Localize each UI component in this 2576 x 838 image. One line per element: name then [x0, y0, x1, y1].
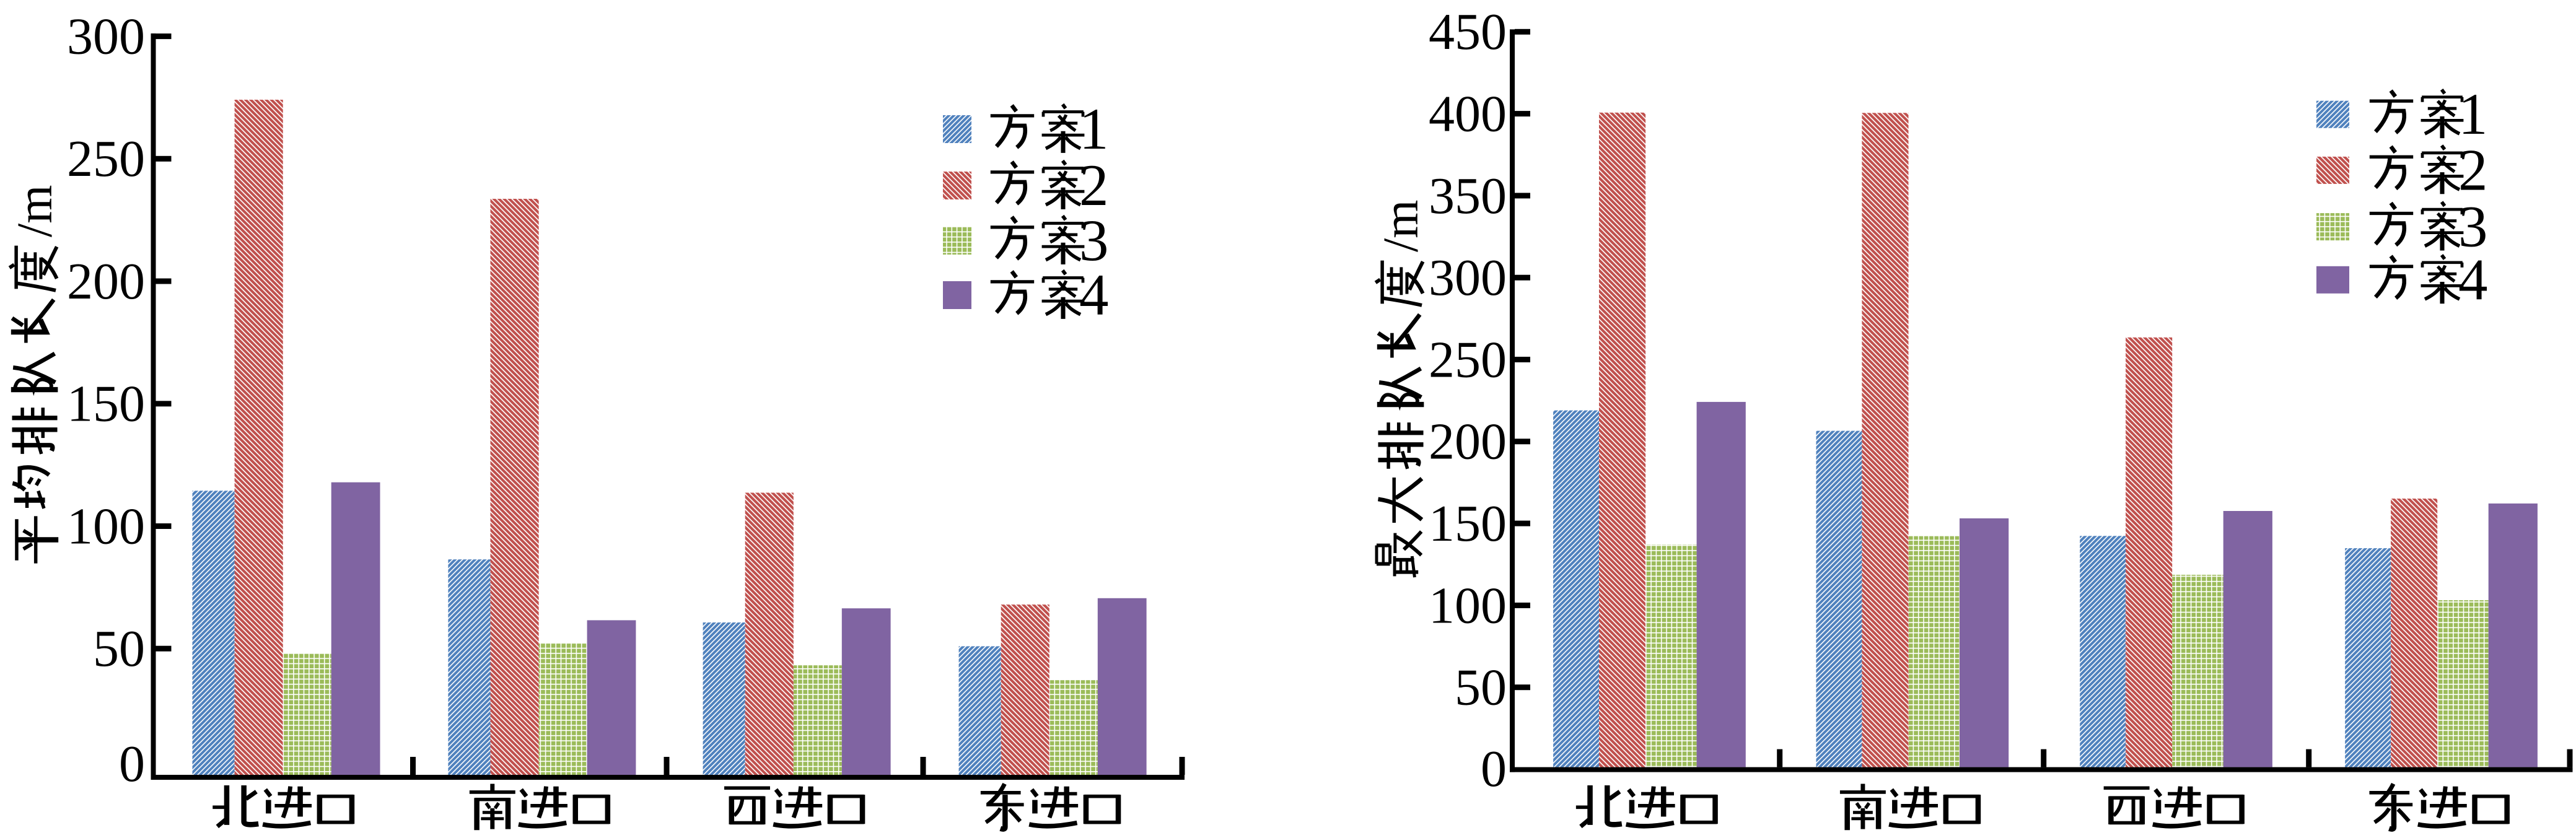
svg-text:350: 350: [1429, 167, 1507, 225]
svg-text:100: 100: [1429, 577, 1507, 634]
svg-text:3: 3: [1079, 207, 1109, 273]
svg-text:450: 450: [1429, 3, 1507, 61]
svg-text:0: 0: [1481, 740, 1507, 798]
svg-text:50: 50: [93, 620, 145, 678]
svg-text:300: 300: [1429, 249, 1507, 307]
svg-text:4: 4: [1079, 262, 1109, 328]
svg-text:150: 150: [1429, 495, 1507, 552]
svg-text:50: 50: [1455, 659, 1507, 717]
svg-text:200: 200: [67, 253, 145, 310]
svg-text:150: 150: [67, 375, 145, 433]
svg-text:2: 2: [1079, 152, 1109, 218]
svg-text:3: 3: [2458, 194, 2488, 260]
svg-text:2: 2: [2458, 137, 2488, 203]
svg-text:4: 4: [2458, 247, 2488, 312]
svg-text:/m: /m: [1374, 200, 1429, 252]
svg-text:250: 250: [67, 130, 145, 188]
svg-text:1: 1: [2458, 81, 2488, 147]
svg-text:400: 400: [1429, 85, 1507, 143]
svg-text:300: 300: [67, 8, 145, 66]
svg-text:1: 1: [1079, 96, 1109, 162]
svg-text:250: 250: [1429, 331, 1507, 388]
svg-text:200: 200: [1429, 413, 1507, 471]
svg-text:/m: /m: [8, 185, 63, 237]
svg-text:100: 100: [67, 497, 145, 555]
svg-text:0: 0: [119, 735, 145, 793]
